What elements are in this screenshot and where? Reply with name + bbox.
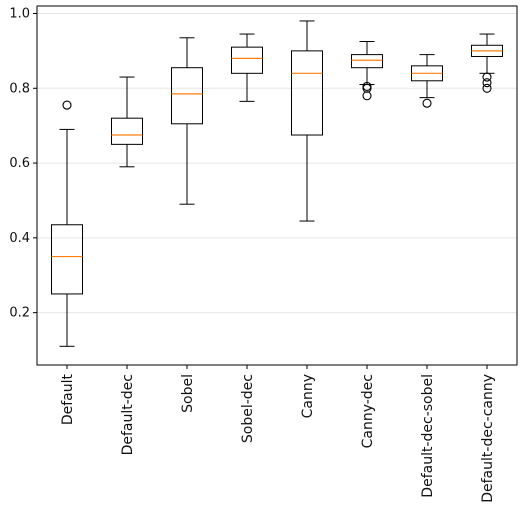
x-tick-label: Canny: [300, 374, 316, 418]
box-series: [51, 20, 503, 347]
box-default-dec-sobel: [411, 54, 443, 108]
y-tick-label: 0.8: [9, 81, 30, 96]
iqr-box: [351, 54, 383, 69]
outlier-point: [62, 100, 72, 110]
x-tick-label: Sobel-dec: [240, 374, 256, 443]
iqr-box: [171, 67, 203, 125]
box-default-dec: [111, 76, 143, 168]
iqr-box: [51, 224, 83, 295]
box-default: [51, 100, 83, 347]
box-canny: [291, 20, 323, 222]
y-axis-ticks: 0.2 0.4 0.6 0.8 1.0: [9, 6, 37, 321]
box-sobel: [171, 37, 203, 205]
iqr-box: [231, 46, 263, 74]
outlier-point: [422, 98, 432, 108]
y-tick-label: 0.4: [9, 231, 30, 246]
iqr-box: [291, 50, 323, 136]
y-tick-label: 0.6: [9, 156, 30, 171]
x-tick-label: Default-dec-canny: [480, 374, 496, 503]
plot-area-frame: [36, 5, 518, 366]
x-axis-ticks: Default Default-dec Sobel Sobel-dec Canny Can…: [60, 365, 496, 503]
box-default-dec-canny: [471, 33, 503, 93]
x-tick-label: Sobel: [180, 374, 196, 413]
outlier-point: [482, 78, 492, 88]
x-tick-label: Default-dec: [120, 374, 136, 455]
grid-lines: [37, 12, 517, 314]
y-tick-label: 0.2: [9, 306, 30, 321]
box-canny-dec: [351, 41, 383, 101]
outlier-point: [362, 91, 372, 101]
iqr-box: [111, 117, 143, 145]
x-tick-label: Default-dec-sobel: [420, 374, 436, 498]
y-tick-label: 1.0: [9, 6, 30, 21]
x-tick-label: Canny-dec: [360, 374, 376, 448]
outlier-point: [482, 72, 492, 82]
box-sobel-dec: [231, 33, 263, 102]
outlier-point: [482, 83, 492, 93]
x-tick-label: Default: [60, 373, 76, 425]
